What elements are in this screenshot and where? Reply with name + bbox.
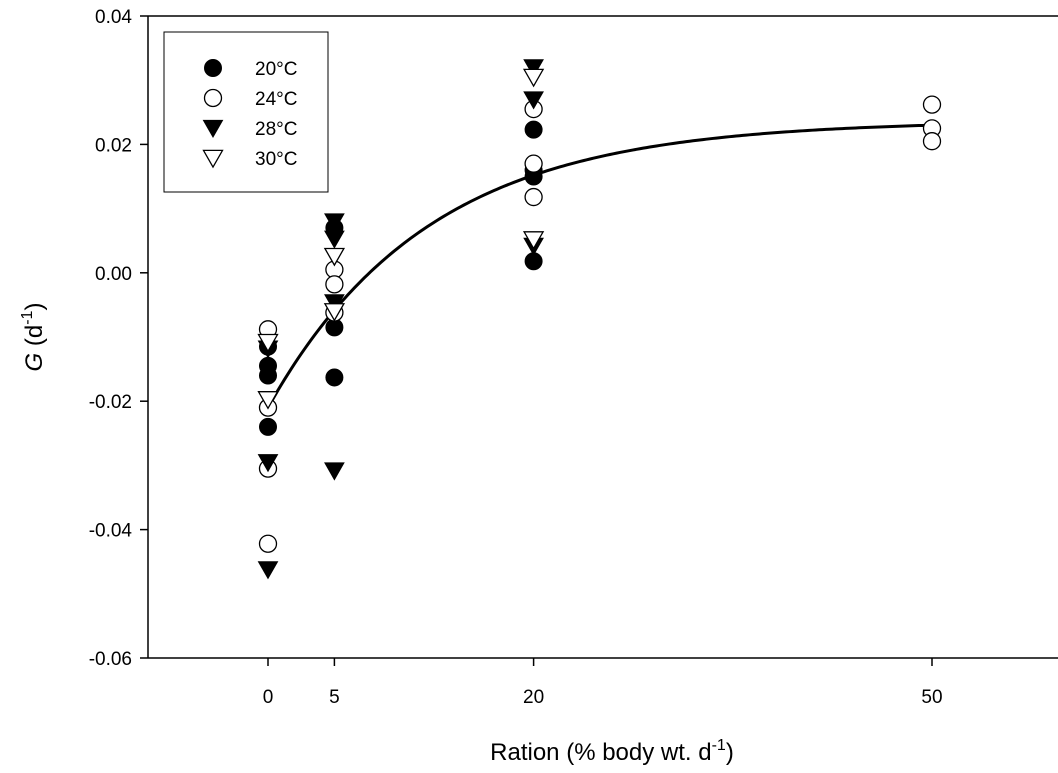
legend-marker bbox=[202, 149, 224, 169]
data-point bbox=[522, 68, 545, 88]
data-point bbox=[325, 275, 344, 294]
legend-label: 20°C bbox=[255, 59, 297, 80]
data-point bbox=[523, 91, 544, 110]
data-point bbox=[258, 534, 278, 553]
data-points bbox=[257, 59, 942, 580]
y-tick-label: 0.04 bbox=[95, 7, 132, 28]
data-point bbox=[524, 187, 543, 207]
x-axis-title-superscript: -1 bbox=[712, 737, 726, 754]
series-triangle-down-filled bbox=[257, 59, 544, 580]
x-tick-label: 0 bbox=[263, 687, 274, 708]
data-point bbox=[324, 294, 345, 313]
data-point bbox=[324, 230, 345, 249]
data-point bbox=[259, 366, 277, 385]
legend-label: 30°C bbox=[255, 149, 297, 170]
series-triangle-down-open bbox=[257, 68, 545, 410]
legend-marker bbox=[204, 59, 222, 77]
y-tick-label: -0.04 bbox=[89, 521, 133, 542]
y-tick-label: -0.02 bbox=[89, 392, 132, 413]
y-tick-label: 0.00 bbox=[95, 264, 132, 285]
legend-marker bbox=[203, 88, 223, 108]
data-point bbox=[523, 59, 544, 78]
x-axis-ticks: 0 5 20 50 bbox=[263, 658, 943, 708]
y-axis-ticks: -0.06 -0.04 -0.02 0.00 0.02 0.04 bbox=[89, 7, 148, 670]
legend-marker bbox=[202, 119, 224, 139]
data-point bbox=[323, 247, 346, 267]
data-point bbox=[524, 120, 543, 139]
x-axis-title: Ration (% body wt. d-1) bbox=[490, 737, 734, 766]
data-point bbox=[522, 231, 545, 250]
data-point bbox=[524, 154, 543, 173]
data-point bbox=[325, 368, 344, 387]
legend: 20°C 24°C 28°C 30°C bbox=[163, 31, 329, 193]
legend-label: 24°C bbox=[255, 89, 297, 110]
data-point bbox=[257, 333, 279, 353]
legend-label: 28°C bbox=[255, 119, 297, 140]
fit-curve bbox=[266, 123, 933, 409]
x-tick-label: 50 bbox=[921, 687, 942, 708]
data-point bbox=[324, 213, 345, 232]
y-axis-title-superscript: -1 bbox=[19, 310, 36, 324]
y-tick-label: 0.02 bbox=[95, 135, 132, 156]
y-axis-title: G (d-1) bbox=[19, 303, 48, 372]
data-point bbox=[922, 132, 942, 151]
legend-box bbox=[163, 31, 329, 193]
x-tick-label: 5 bbox=[329, 687, 340, 708]
data-point bbox=[259, 417, 277, 436]
data-point bbox=[323, 303, 346, 322]
data-point bbox=[324, 462, 345, 481]
x-tick-label: 20 bbox=[523, 687, 544, 708]
data-point bbox=[922, 95, 942, 114]
y-tick-label: -0.06 bbox=[89, 649, 132, 670]
plot-frame bbox=[147, 15, 1058, 659]
data-point bbox=[257, 391, 279, 410]
data-point bbox=[257, 454, 279, 473]
series-circle-open bbox=[258, 95, 942, 553]
data-point bbox=[257, 561, 279, 580]
fit-curve-group bbox=[266, 123, 933, 409]
